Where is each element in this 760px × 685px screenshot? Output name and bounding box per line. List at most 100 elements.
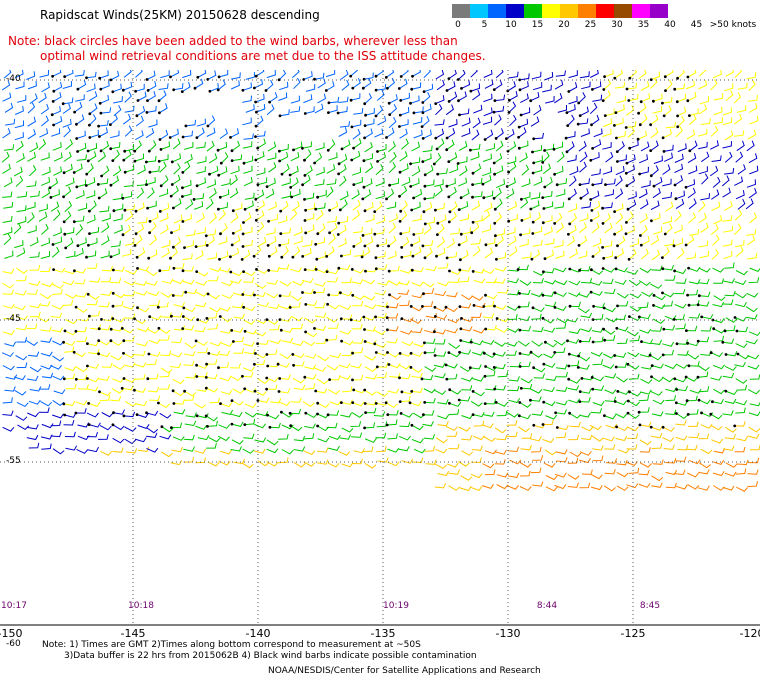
- wind-barb: [266, 152, 277, 161]
- wind-barb: [314, 325, 327, 331]
- wind-barb: [519, 81, 529, 91]
- wind-barb: [86, 412, 99, 418]
- wind-barb: [617, 154, 627, 162]
- contamination-dot: [483, 138, 487, 141]
- wind-barb: [3, 313, 15, 320]
- wind-barb: [388, 222, 397, 234]
- contamination-dot: [603, 114, 607, 117]
- wind-barb: [265, 188, 275, 199]
- wind-barb: [375, 313, 387, 319]
- wind-barb: [39, 293, 52, 300]
- wind-barb: [580, 336, 592, 343]
- wind-barb: [589, 424, 602, 431]
- contamination-dot: [493, 207, 497, 211]
- contamination-dot: [301, 146, 304, 150]
- wind-barb: [269, 324, 280, 331]
- wind-barb: [629, 238, 640, 247]
- contamination-dot: [63, 329, 67, 333]
- wind-barb: [569, 451, 582, 458]
- wind-barb: [14, 290, 27, 296]
- contamination-dot: [172, 88, 176, 92]
- contamination-dot: [685, 329, 688, 332]
- wind-barb: [351, 150, 361, 161]
- wind-barb: [339, 434, 351, 440]
- wind-barb: [494, 341, 506, 347]
- contamination-dot: [519, 233, 522, 237]
- wind-barb: [399, 373, 411, 380]
- wind-barb: [461, 79, 471, 89]
- wind-barb: [495, 228, 505, 237]
- wind-barb: [387, 302, 399, 309]
- contamination-dot: [422, 210, 426, 214]
- contamination-dot: [445, 148, 449, 152]
- wind-barb: [650, 339, 662, 345]
- wind-barb: [712, 459, 725, 465]
- contamination-dot: [484, 327, 488, 331]
- contamination-dot: [568, 222, 572, 226]
- contamination-dot: [436, 172, 440, 176]
- wind-barb: [734, 130, 745, 137]
- wind-barb: [387, 461, 400, 467]
- contamination-dot: [291, 353, 295, 356]
- wind-barb: [173, 198, 182, 209]
- wind-barb: [748, 187, 757, 199]
- wind-barb: [472, 191, 483, 198]
- wind-barb: [556, 151, 565, 163]
- wind-barb: [699, 250, 709, 259]
- wind-barb: [124, 290, 136, 297]
- contamination-dot: [241, 88, 245, 92]
- wind-barb: [38, 92, 47, 104]
- contamination-dot: [531, 171, 535, 175]
- wind-barb: [460, 475, 473, 481]
- wind-barb: [374, 343, 387, 349]
- wind-barb: [687, 484, 700, 490]
- wind-barb: [302, 141, 312, 149]
- contamination-dot: [158, 138, 162, 141]
- contamination-dot: [615, 425, 618, 429]
- contamination-dot: [268, 100, 271, 104]
- wind-barb: [134, 373, 146, 380]
- contamination-dot: [314, 389, 318, 393]
- wind-barb: [496, 484, 509, 490]
- wind-barb: [26, 434, 39, 441]
- wind-barb: [269, 246, 278, 257]
- contamination-dot: [384, 401, 388, 405]
- wind-barb: [291, 188, 301, 198]
- contamination-dot: [650, 219, 653, 223]
- wind-barb: [292, 323, 304, 330]
- wind-barb: [51, 304, 64, 310]
- contamination-dot: [494, 137, 498, 140]
- contamination-dot: [87, 423, 91, 426]
- wind-barb: [722, 187, 731, 198]
- wind-barb: [422, 240, 434, 247]
- wind-barb: [710, 352, 723, 358]
- wind-barb: [146, 359, 157, 366]
- wind-barb: [231, 235, 241, 246]
- wind-barb: [328, 290, 340, 297]
- wind-barb: [206, 179, 217, 189]
- wind-barb: [579, 412, 591, 418]
- wind-barb: [411, 293, 424, 299]
- wind-barb: [434, 373, 446, 379]
- wind-barb: [746, 314, 758, 320]
- wind-barb: [209, 165, 219, 175]
- wind-barb: [437, 414, 450, 420]
- wind-barb: [568, 378, 581, 384]
- contamination-dot: [434, 208, 437, 212]
- wind-barb: [400, 396, 411, 403]
- wind-barb: [134, 362, 147, 368]
- wind-barb: [195, 250, 204, 260]
- wind-barb: [711, 438, 724, 444]
- contamination-dot: [157, 99, 161, 103]
- contamination-dot: [181, 135, 185, 139]
- wind-barb: [194, 201, 204, 210]
- contamination-dot: [386, 413, 390, 416]
- wind-barb: [350, 70, 359, 77]
- wind-barb: [687, 395, 698, 402]
- contamination-dot: [532, 137, 536, 141]
- contamination-dot: [624, 171, 628, 175]
- wind-barb: [302, 247, 312, 257]
- contamination-dot: [97, 352, 100, 356]
- wind-barb: [665, 482, 677, 489]
- wind-barb: [135, 400, 148, 407]
